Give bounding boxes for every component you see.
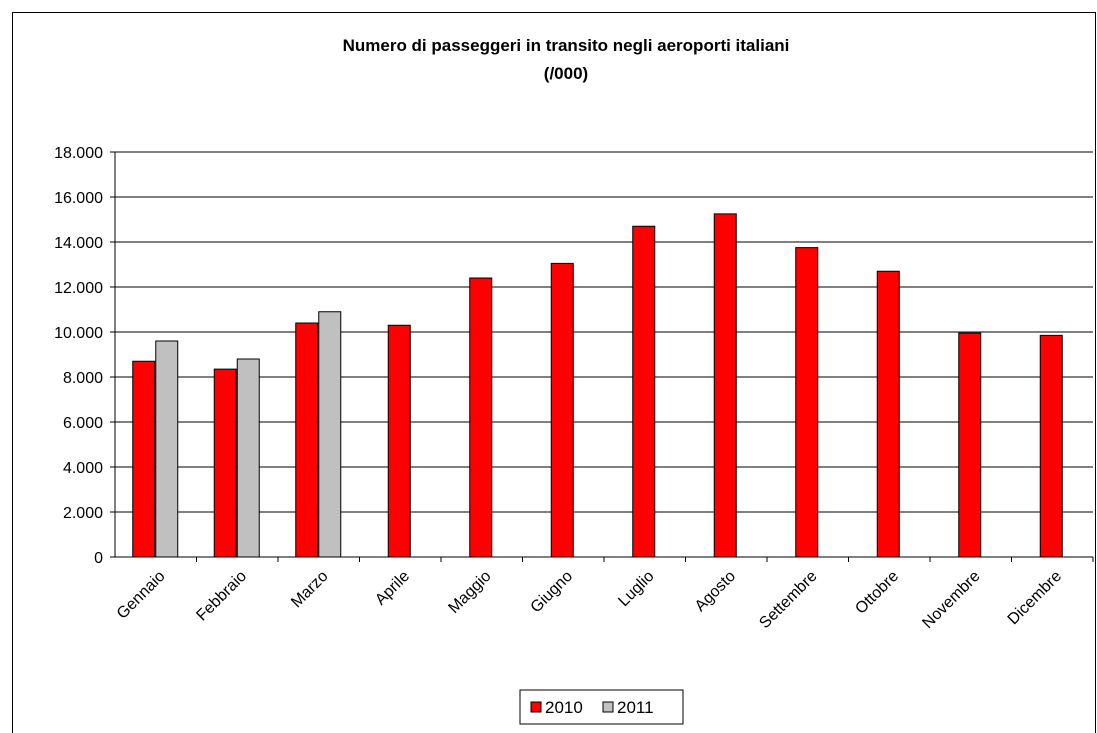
x-tick-label: Maggio <box>445 568 494 617</box>
legend-swatch-2010 <box>530 701 542 713</box>
bar-2010 <box>876 270 900 558</box>
bar-2010 <box>295 322 319 558</box>
bar-2011 <box>236 358 260 558</box>
bar-2010 <box>550 262 574 558</box>
x-tick-label: Settembre <box>756 568 820 632</box>
y-tick-label: 2.000 <box>63 505 103 522</box>
legend-box <box>519 689 684 725</box>
bar-2010 <box>387 324 411 558</box>
y-tick-label: 8.000 <box>63 370 103 387</box>
y-tick-label: 16.000 <box>54 190 103 207</box>
x-tick-label: Aprile <box>372 568 413 609</box>
y-tick-label: 0 <box>94 550 103 567</box>
bar-2011 <box>318 311 342 558</box>
legend-label-2011: 2011 <box>617 698 654 717</box>
x-tick-label: Novembre <box>919 568 983 632</box>
bar-2010 <box>795 247 819 558</box>
legend: 2010 2011 <box>519 689 684 725</box>
bar-2010 <box>1039 334 1063 558</box>
legend-label-2010: 2010 <box>545 698 583 717</box>
y-tick-label: 14.000 <box>54 235 103 252</box>
x-tick-label: Luglio <box>615 568 657 610</box>
bar-2010 <box>632 225 656 558</box>
bar-2010 <box>213 368 237 558</box>
bar-2010 <box>713 213 737 558</box>
chart-subtitle: (/000) <box>544 64 588 83</box>
x-tick-label: Gennaio <box>114 568 169 623</box>
y-tick-label: 12.000 <box>54 280 103 297</box>
x-tick-label: Febbraio <box>193 568 250 625</box>
x-tick-label: Agosto <box>692 568 739 615</box>
bar-2010 <box>958 332 982 558</box>
chart-title: Numero di passeggeri in transito negli a… <box>343 36 790 55</box>
bar-2010 <box>469 277 493 558</box>
legend-swatch-2011 <box>602 701 614 713</box>
x-tick-label: Ottobre <box>852 568 902 618</box>
x-tick-label: Giugno <box>528 568 577 617</box>
y-tick-label: 4.000 <box>63 460 103 477</box>
bar-2010 <box>132 360 156 558</box>
y-tick-label: 10.000 <box>54 325 103 342</box>
x-tick-label: Dicembre <box>1005 568 1066 629</box>
bar-2011 <box>155 340 179 558</box>
y-tick-label: 18.000 <box>54 145 103 162</box>
chart-frame <box>12 12 1096 733</box>
x-tick-label: Marzo <box>288 568 332 612</box>
y-tick-label: 6.000 <box>63 415 103 432</box>
